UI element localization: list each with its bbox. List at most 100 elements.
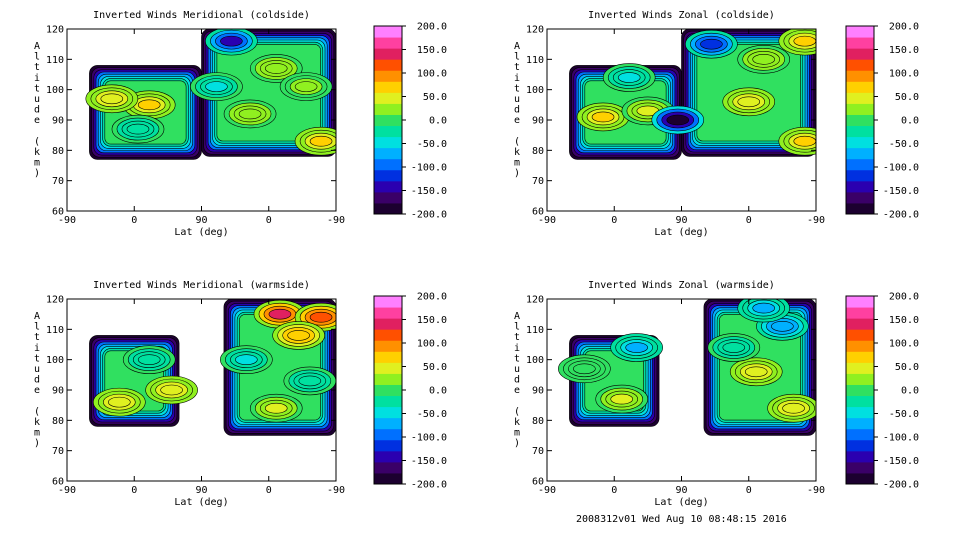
x-axis-label: Lat (deg) [174, 227, 228, 238]
contour-level [737, 96, 761, 108]
colorbar-swatch [846, 125, 874, 138]
colorbar-swatch [374, 70, 402, 82]
colorbar-tick-label: -50.0 [889, 409, 919, 420]
y-tick-label: 100 [46, 85, 64, 96]
colorbar-swatch [846, 439, 874, 452]
y-tick-label: 100 [46, 355, 64, 366]
data-feature [707, 333, 761, 362]
y-tick-label: 120 [526, 25, 544, 36]
colorbar-swatch [846, 180, 874, 193]
colorbar-swatch [374, 136, 402, 149]
x-tick-label: 0 [266, 215, 272, 226]
colorbar-swatch [846, 340, 874, 352]
contour-level [309, 311, 333, 323]
data-feature [272, 321, 325, 350]
y-tick-label: 110 [526, 55, 544, 66]
data-feature [294, 126, 336, 156]
x-tick-label: 0 [131, 485, 137, 496]
colorbar-swatch [846, 450, 874, 463]
y-tick-label: 80 [52, 146, 64, 157]
colorbar-tick-label: -200.0 [411, 480, 447, 491]
data-feature [122, 345, 176, 374]
chart-panel-3: Inverted Winds Meridional (warmside) -90 0… [34, 280, 447, 508]
x-tick-label: 0 [611, 215, 617, 226]
colorbar-swatch [374, 329, 402, 341]
data-feature [767, 393, 816, 423]
contour-level [782, 402, 805, 414]
colorbar-swatch [846, 59, 874, 71]
contour-level [771, 320, 794, 332]
contour-level [264, 63, 288, 74]
colorbar-swatch [846, 307, 874, 319]
colorbar-swatch [374, 406, 402, 419]
y-tick-label: 80 [52, 416, 64, 427]
y-tick-label: 70 [532, 446, 544, 457]
y-tick-label: 120 [46, 25, 64, 36]
x-tick-label: 90 [675, 215, 687, 226]
x-tick-label: 90 [675, 485, 687, 496]
contour-level [573, 363, 596, 375]
contour-level [666, 114, 690, 126]
y-tick-label: 110 [46, 55, 64, 66]
colorbar-swatch [374, 318, 402, 330]
y-tick-label: 110 [526, 325, 544, 336]
colorbar-tick-label: -100.0 [411, 433, 447, 444]
colorbar-swatch [374, 417, 402, 430]
colorbar-tick-label: -100.0 [883, 433, 919, 444]
data-feature [93, 387, 146, 417]
colorbar-swatch [846, 103, 874, 115]
x-tick-label: -90 [807, 485, 825, 496]
colorbar-swatch [374, 202, 402, 215]
colorbar-swatch [846, 461, 874, 474]
colorbar-tick-label: 100.0 [417, 69, 447, 80]
plot-area [89, 299, 336, 436]
y-tick-label: 60 [52, 477, 64, 488]
y-tick-label: 90 [532, 386, 544, 397]
colorbar-tick-label: 0.0 [901, 386, 919, 397]
colorbar-swatch [846, 406, 874, 419]
x-tick-label: -90 [58, 215, 76, 226]
data-feature [283, 366, 336, 396]
colorbar-swatch [374, 439, 402, 452]
colorbar-swatch [846, 318, 874, 330]
y-tick-label: 70 [52, 176, 64, 187]
colorbar-tick-label: -150.0 [883, 456, 919, 467]
data-feature [778, 29, 816, 56]
data-feature [253, 299, 307, 329]
colorbar-swatch [374, 48, 402, 60]
colorbar-swatch [374, 147, 402, 160]
y-tick-label: 80 [532, 416, 544, 427]
x-tick-label: -90 [58, 485, 76, 496]
colorbar-swatch [374, 81, 402, 93]
data-feature [595, 384, 649, 414]
plot-area [569, 29, 816, 160]
colorbar-swatch [846, 296, 874, 308]
contour-level [752, 302, 775, 314]
x-axis-label: Lat (deg) [654, 227, 708, 238]
colorbar-tick-label: 50.0 [423, 92, 447, 103]
data-feature [558, 354, 611, 384]
y-tick-label: 90 [52, 116, 64, 127]
contour-level [235, 354, 258, 365]
colorbar-swatch [374, 450, 402, 463]
colorbar-swatch [846, 114, 874, 127]
chart-panel-1: Inverted Winds Meridional (coldside) -90 0… [34, 10, 447, 238]
colorbar-swatch [374, 395, 402, 408]
colorbar-tick-label: 0.0 [429, 386, 447, 397]
data-feature [249, 54, 303, 83]
colorbar-swatch [374, 428, 402, 441]
data-feature [610, 333, 663, 362]
contour-level [160, 384, 183, 396]
contour-level [625, 342, 648, 353]
colorbar-swatch [846, 395, 874, 408]
colorbar-swatch [846, 92, 874, 104]
y-tick-label: 60 [532, 207, 544, 218]
colorbar-swatch [374, 59, 402, 71]
data-feature [145, 375, 198, 405]
data-feature [737, 45, 790, 74]
colorbar-swatch [374, 169, 402, 182]
y-tick-label: 90 [532, 116, 544, 127]
colorbar-swatch [846, 191, 874, 204]
